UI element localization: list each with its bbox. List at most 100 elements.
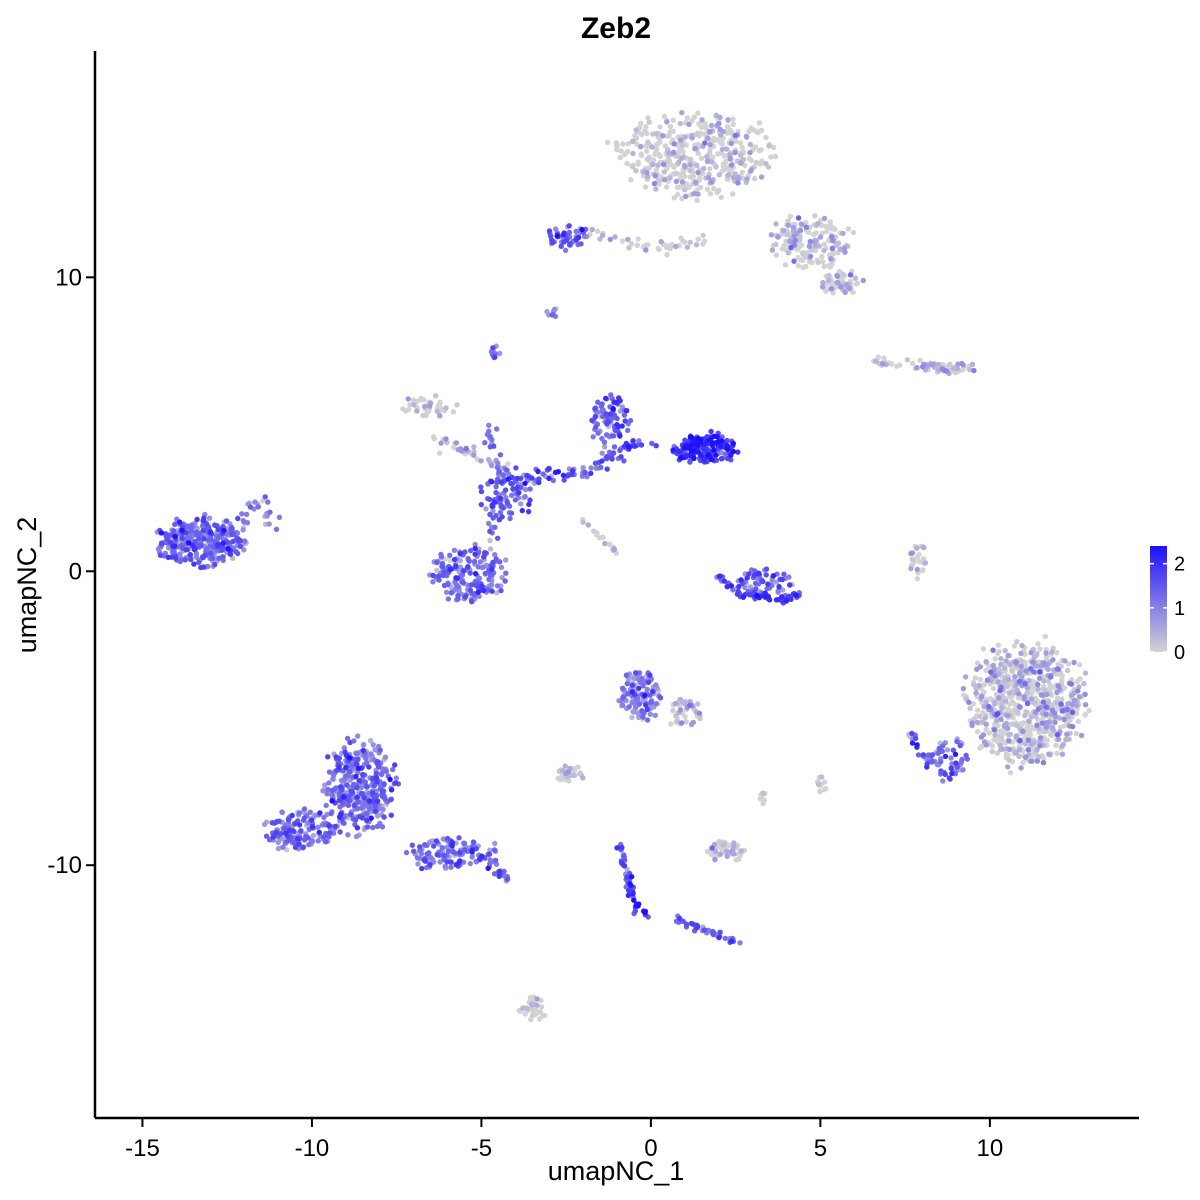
- cell-point: [387, 776, 393, 783]
- cell-point: [476, 593, 482, 600]
- cell-point: [783, 598, 790, 604]
- cell-point: [344, 735, 351, 742]
- cell-point: [694, 197, 700, 203]
- cell-point: [221, 527, 227, 534]
- cell-point: [475, 589, 481, 595]
- cell-point: [451, 849, 457, 856]
- cell-point: [736, 856, 742, 862]
- cell-point: [908, 565, 914, 572]
- cell-point: [448, 864, 454, 870]
- cell-point: [315, 838, 321, 844]
- cell-point: [1059, 708, 1065, 714]
- cell-point: [1004, 712, 1010, 719]
- cell-point: [621, 458, 627, 464]
- cell-point: [196, 535, 202, 542]
- cell-point: [638, 120, 644, 127]
- cell-point: [363, 755, 369, 762]
- cell-point: [775, 588, 781, 594]
- cell-point: [797, 237, 803, 243]
- cell-point: [664, 133, 670, 139]
- cell-point: [683, 142, 689, 148]
- cell-point: [469, 854, 475, 860]
- cell-point: [909, 556, 915, 562]
- cell-point: [881, 355, 887, 361]
- cell-point: [731, 843, 737, 849]
- cell-point: [689, 435, 695, 441]
- cell-point: [643, 247, 649, 253]
- cell-point: [681, 445, 687, 451]
- cell-point: [1041, 755, 1047, 761]
- cell-point: [540, 1013, 546, 1019]
- cell-point: [388, 812, 394, 818]
- cell-point: [443, 405, 449, 411]
- cell-point: [220, 554, 226, 560]
- x-axis-ticks: -15 -10 -5 0 5 10: [125, 1118, 1003, 1162]
- y-axis-label: umapNC_2: [12, 517, 42, 654]
- cell-point: [705, 452, 711, 458]
- cell-point: [793, 592, 799, 599]
- cell-point: [527, 995, 534, 1001]
- cell-point: [983, 699, 989, 706]
- cell-point: [706, 128, 713, 135]
- cell-point: [693, 131, 699, 137]
- cell-point: [730, 440, 736, 447]
- cell-point: [990, 662, 996, 669]
- cell-point: [550, 477, 556, 484]
- cell-point: [266, 521, 272, 527]
- cell-point: [1065, 667, 1071, 674]
- cell-point: [196, 559, 202, 566]
- cell-point: [463, 445, 469, 452]
- cell-point: [798, 221, 804, 227]
- cell-point: [322, 782, 328, 788]
- cell-point: [683, 719, 689, 725]
- cell-point: [738, 848, 744, 854]
- cell-point: [820, 259, 826, 265]
- cell-point: [695, 442, 701, 448]
- cell-point: [806, 259, 813, 265]
- cell-point: [998, 716, 1004, 723]
- cell-point: [660, 133, 666, 139]
- legend-tick-label: 2: [1174, 554, 1185, 576]
- cell-point: [724, 455, 731, 462]
- cell-point: [996, 695, 1002, 701]
- cell-point: [969, 720, 975, 726]
- cell-point: [317, 810, 323, 816]
- cell-point: [1000, 727, 1006, 734]
- cell-point: [791, 258, 797, 264]
- cell-point: [1004, 725, 1011, 731]
- cell-point: [668, 721, 674, 727]
- y-tick-label: 10: [55, 264, 82, 291]
- cell-point: [838, 284, 844, 290]
- cell-point: [631, 897, 637, 903]
- cell-point: [664, 184, 670, 190]
- cell-point: [624, 866, 630, 873]
- cell-point: [702, 447, 709, 454]
- cell-point: [1006, 690, 1012, 696]
- x-tick-label: -10: [295, 1135, 330, 1162]
- cell-point: [995, 679, 1001, 685]
- cell-point: [595, 430, 601, 436]
- cell-point: [370, 824, 376, 831]
- cell-point: [366, 805, 373, 812]
- cell-point: [701, 457, 707, 463]
- cell-point: [492, 840, 498, 847]
- legend-tick-label: 0: [1174, 642, 1185, 664]
- cell-point: [414, 855, 421, 861]
- cell-point: [360, 741, 367, 748]
- cell-point: [1023, 668, 1029, 674]
- cell-point: [737, 140, 744, 146]
- cell-point: [485, 520, 492, 527]
- cell-point: [462, 549, 468, 555]
- cell-point: [430, 434, 437, 440]
- cell-point: [756, 147, 762, 154]
- cell-point: [445, 848, 452, 854]
- cell-point: [800, 251, 806, 258]
- cell-point: [533, 1007, 539, 1013]
- cell-point: [1019, 642, 1025, 649]
- cell-point: [200, 527, 206, 534]
- cell-point: [529, 1012, 536, 1019]
- cell-point: [998, 661, 1004, 668]
- cell-point: [534, 1002, 540, 1008]
- cell-point: [617, 433, 623, 439]
- cell-point: [920, 752, 926, 758]
